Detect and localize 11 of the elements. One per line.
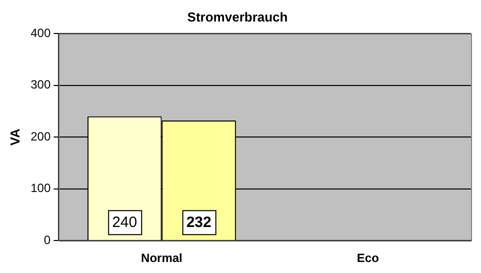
y-axis-title: VA [7,128,22,146]
data-label: 232 [186,214,212,232]
y-tick-label: 200 [30,129,51,144]
x-tick-label: Eco [356,251,379,266]
y-tick-label: 100 [30,181,51,196]
data-label: 240 [112,214,138,232]
y-tick-label: 300 [30,78,51,92]
y-tick-label: 0 [44,232,51,247]
x-tick-label: Normal [141,251,182,266]
chart-title: Stromverbrauch [187,9,288,24]
y-tick-label: 400 [30,26,51,40]
